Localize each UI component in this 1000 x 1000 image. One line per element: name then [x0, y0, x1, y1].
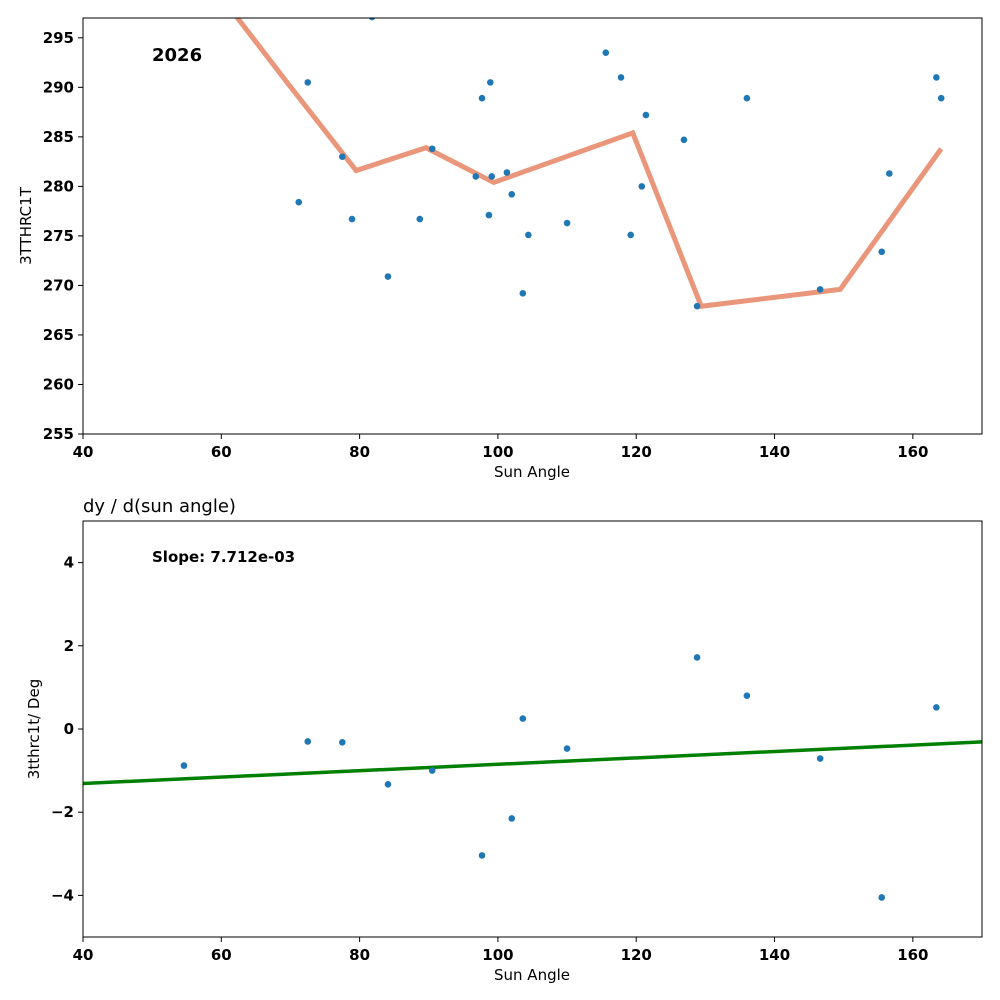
data-point [416, 215, 424, 223]
x-tick-label: 120 [621, 946, 652, 964]
y-tick-label: 295 [43, 29, 74, 47]
x-tick-label: 140 [759, 443, 790, 461]
data-point [339, 739, 346, 746]
data-point [384, 781, 392, 788]
x-tick-label: 60 [211, 946, 232, 964]
x-tick-label: 120 [621, 443, 652, 461]
slope-annotation: Slope: 7.712e-03 [152, 548, 295, 566]
data-point [295, 198, 303, 206]
data-point [816, 286, 824, 293]
y-axis-label: 3tthrc1t/ Deg [25, 679, 43, 779]
data-point [638, 183, 646, 190]
x-tick-label: 80 [349, 443, 370, 461]
data-point [503, 169, 511, 176]
y-tick-label: −2 [51, 803, 74, 821]
y-tick-label: 2 [64, 637, 74, 655]
y-tick-label: 0 [64, 720, 74, 738]
year-annotation: 2026 [152, 45, 202, 66]
y-tick-label: 4 [64, 554, 74, 572]
data-point [933, 74, 940, 81]
data-point [304, 738, 312, 745]
data-point [180, 762, 188, 769]
data-point [488, 173, 495, 180]
x-tick-label: 40 [73, 946, 94, 964]
data-point [508, 191, 516, 198]
y-tick-label: 280 [43, 177, 74, 195]
x-tick-label: 60 [211, 443, 232, 461]
x-tick-label: 80 [349, 946, 370, 964]
data-point [339, 153, 346, 160]
data-point [485, 211, 493, 219]
data-point [878, 894, 886, 901]
x-tick-label: 160 [897, 443, 928, 461]
data-point [563, 745, 571, 752]
y-tick-label: 275 [43, 227, 74, 245]
data-point [428, 767, 436, 774]
plot-title: dy / d(sun angle) [83, 496, 236, 517]
axes-frame [82, 17, 983, 435]
data-point [478, 94, 486, 102]
data-point [472, 173, 480, 180]
data-point [933, 704, 940, 711]
data-point [368, 18, 376, 21]
data-point [348, 215, 356, 223]
data-point [878, 248, 886, 256]
data-point [680, 136, 688, 144]
data-point [743, 692, 751, 700]
data-point [602, 49, 610, 56]
data-point [886, 170, 893, 177]
data-point [384, 273, 392, 280]
data-point [617, 74, 625, 81]
x-axis-label: Sun Angle [494, 463, 570, 481]
data-point [743, 94, 751, 102]
fit-line [234, 18, 944, 309]
y-tick-label: 260 [43, 375, 74, 393]
x-tick-label: 40 [73, 443, 94, 461]
axes-frame [82, 520, 983, 938]
data-point [937, 94, 945, 102]
data-point [693, 654, 701, 661]
y-tick-label: 270 [43, 276, 74, 294]
data-point [304, 79, 312, 86]
slope-line [83, 740, 982, 786]
data-point [519, 715, 527, 722]
data-point [487, 79, 494, 86]
x-tick-label: 100 [482, 443, 513, 461]
y-tick-label: 290 [43, 78, 74, 96]
data-point [428, 145, 436, 153]
data-point [478, 852, 486, 859]
data-point [627, 231, 634, 239]
data-point [693, 302, 701, 310]
y-tick-label: 285 [43, 128, 74, 146]
data-point [508, 815, 516, 822]
top-plot: 2026 Sun Angle 3TTHRC1T 40 60 80 100 120 140 1… [17, 17, 983, 481]
y-axis-label: 3TTHRC1T [17, 186, 35, 265]
x-tick-label: 160 [897, 946, 928, 964]
data-point [642, 111, 650, 119]
data-point [525, 231, 532, 239]
y-tick-label: 265 [43, 326, 74, 344]
y-tick-label: 255 [43, 425, 74, 443]
x-tick-label: 140 [759, 946, 790, 964]
bottom-plot: dy / d(sun angle) Slope: 7.712e-03 Sun A… [25, 496, 983, 984]
y-tick-label: −4 [51, 886, 74, 904]
data-point [519, 290, 527, 297]
x-tick-label: 100 [482, 946, 513, 964]
data-point [563, 219, 571, 227]
data-point [816, 755, 824, 762]
x-axis-label: Sun Angle [494, 966, 570, 984]
